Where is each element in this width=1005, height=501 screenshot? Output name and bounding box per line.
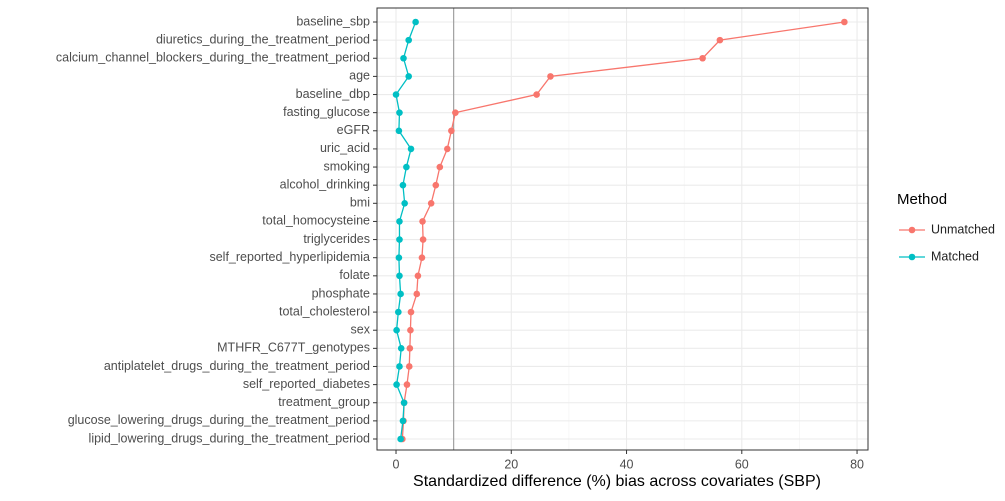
point (399, 181, 407, 189)
y-tick-label: calcium_channel_blockers_during_the_trea… (56, 51, 370, 65)
point (407, 145, 415, 153)
y-tick-label: fasting_glucose (283, 105, 370, 119)
point (452, 109, 459, 116)
y-tick-label: baseline_sbp (296, 14, 370, 28)
y-tick-label: triglycerides (303, 232, 370, 246)
point (403, 381, 411, 388)
point (405, 36, 412, 44)
point (413, 290, 421, 298)
point (412, 18, 419, 26)
point (427, 200, 435, 207)
y-tick-label: uric_acid (320, 141, 370, 155)
point (533, 91, 540, 98)
point (396, 236, 403, 243)
legend-key-point (908, 226, 916, 234)
point (405, 363, 413, 370)
point (419, 218, 426, 225)
y-tick-label: glucose_lowering_drugs_during_the_treatm… (68, 413, 370, 427)
point (400, 54, 407, 62)
y-tick-label: sex (351, 323, 371, 337)
point (841, 18, 848, 26)
y-tick-label: treatment_group (278, 395, 370, 409)
y-tick-label: self_reported_hyperlipidemia (209, 250, 370, 264)
y-tick-label: lipid_lowering_drugs_during_the_treatmen… (89, 431, 370, 445)
point (399, 417, 407, 425)
x-tick-label: 60 (735, 457, 749, 471)
x-tick-label: 0 (393, 457, 400, 471)
x-axis-title: Standardized difference (%) bias across … (413, 473, 821, 490)
point (444, 145, 451, 153)
point (393, 381, 400, 388)
point (396, 109, 403, 116)
point (403, 163, 410, 171)
legend-key-point (908, 253, 916, 261)
y-tick-label: antiplatelet_drugs_during_the_treatment_… (104, 359, 370, 373)
point (419, 236, 427, 243)
point (407, 326, 414, 334)
point (396, 218, 403, 225)
y-tick-label: phosphate (312, 286, 370, 300)
y-tick-label: total_homocysteine (262, 214, 370, 228)
y-tick-label: eGFR (337, 123, 370, 137)
y-tick-label: MTHFR_C677T_genotypes (217, 341, 370, 355)
y-tick-label: total_cholesterol (279, 304, 370, 318)
point (716, 36, 724, 44)
legend-title: Method (897, 191, 947, 208)
y-tick-label: alcohol_drinking (280, 177, 370, 191)
point (396, 363, 403, 370)
panel-border (376, 7, 869, 451)
point (401, 200, 408, 207)
y-tick-label: diuretics_during_the_treatment_period (156, 32, 370, 46)
point (392, 91, 400, 98)
y-tick-label: folate (339, 268, 370, 282)
point (448, 127, 455, 135)
point (699, 54, 706, 62)
point (395, 308, 402, 316)
point (432, 181, 440, 189)
point (418, 254, 426, 261)
point (395, 254, 403, 261)
point (407, 308, 415, 316)
x-tick-label: 20 (504, 457, 518, 471)
legend-label: Unmatched (931, 222, 995, 236)
point (414, 272, 422, 280)
y-tick-label: baseline_dbp (296, 87, 370, 101)
point (400, 399, 408, 407)
point (397, 290, 404, 298)
point (393, 326, 400, 334)
point (397, 435, 404, 443)
point (547, 73, 554, 80)
point (396, 272, 403, 280)
y-tick-label: smoking (323, 159, 370, 173)
point (436, 163, 444, 171)
x-tick-label: 80 (850, 457, 864, 471)
y-tick-label: bmi (350, 196, 370, 210)
point (397, 345, 405, 352)
legend-label: Matched (931, 249, 979, 263)
point (395, 127, 403, 135)
point (405, 73, 412, 80)
y-tick-label: age (349, 69, 370, 83)
y-tick-label: self_reported_diabetes (243, 377, 370, 391)
x-tick-label: 40 (620, 457, 634, 471)
point (406, 345, 414, 352)
